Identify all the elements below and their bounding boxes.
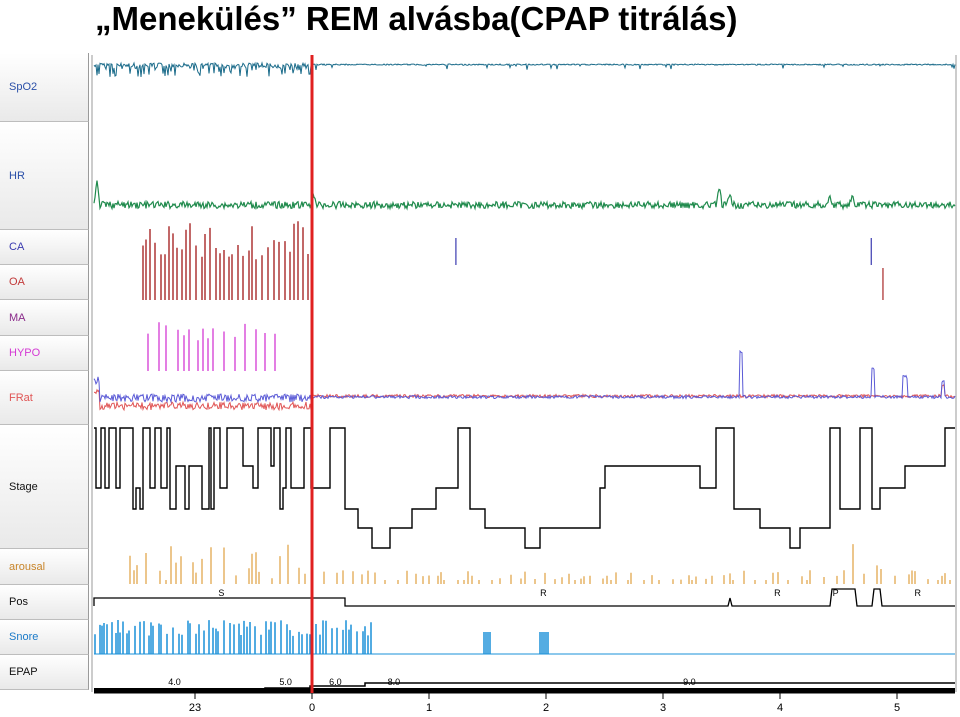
lane-label-spo2: SpO2 bbox=[0, 53, 89, 122]
lane-label-frat: FRat bbox=[0, 371, 89, 425]
frat-blue-trace bbox=[93, 349, 956, 404]
x-tick-label-1: 0 bbox=[309, 702, 315, 714]
pos-label-3: P bbox=[833, 588, 839, 598]
epap-label-4: 9.0 bbox=[683, 677, 696, 687]
x-tick-label-5: 4 bbox=[777, 702, 783, 714]
stage-hypnogram bbox=[94, 427, 955, 549]
oa-events-early bbox=[142, 221, 309, 300]
lane-label-hypo: HYPO bbox=[0, 336, 89, 371]
hypo-events bbox=[147, 322, 276, 371]
x-tick-label-6: 5 bbox=[894, 702, 900, 714]
lane-label-ma: MA bbox=[0, 300, 89, 336]
arousal-events bbox=[129, 544, 951, 584]
x-tick-label-3: 2 bbox=[543, 702, 549, 714]
hr-trace bbox=[93, 180, 956, 211]
x-tick-label-0: 23 bbox=[189, 702, 201, 714]
spo2-trace bbox=[93, 61, 956, 77]
pos-label-1: R bbox=[540, 588, 547, 598]
pos-label-2: R bbox=[774, 588, 781, 598]
x-tick-label-2: 1 bbox=[426, 702, 432, 714]
slide-title: „Menekülés” REM alvásba(CPAP titrálás) bbox=[95, 0, 738, 37]
epap-label-0: 4.0 bbox=[168, 677, 181, 687]
lane-label-stage: Stage bbox=[0, 425, 89, 549]
lane-label-snore: Snore bbox=[0, 620, 89, 655]
lane-label-epap: EPAP bbox=[0, 655, 89, 690]
x-tick-label-4: 3 bbox=[660, 702, 666, 714]
epap-label-3: 8.0 bbox=[388, 677, 401, 687]
lane-label-ca: CA bbox=[0, 230, 89, 265]
lane-label-pos: Pos bbox=[0, 585, 89, 620]
pos-trace bbox=[93, 588, 955, 607]
lane-label-hr: HR bbox=[0, 122, 89, 230]
epap-label-2: 6.0 bbox=[329, 677, 342, 687]
snore-events bbox=[94, 620, 549, 654]
pos-label-0: S bbox=[218, 588, 224, 598]
epap-bar bbox=[94, 688, 955, 693]
pos-label-4: R bbox=[915, 588, 922, 598]
lane-label-arousal: arousal bbox=[0, 549, 89, 585]
epap-label-1: 5.0 bbox=[279, 677, 292, 687]
lane-label-oa: OA bbox=[0, 265, 89, 300]
